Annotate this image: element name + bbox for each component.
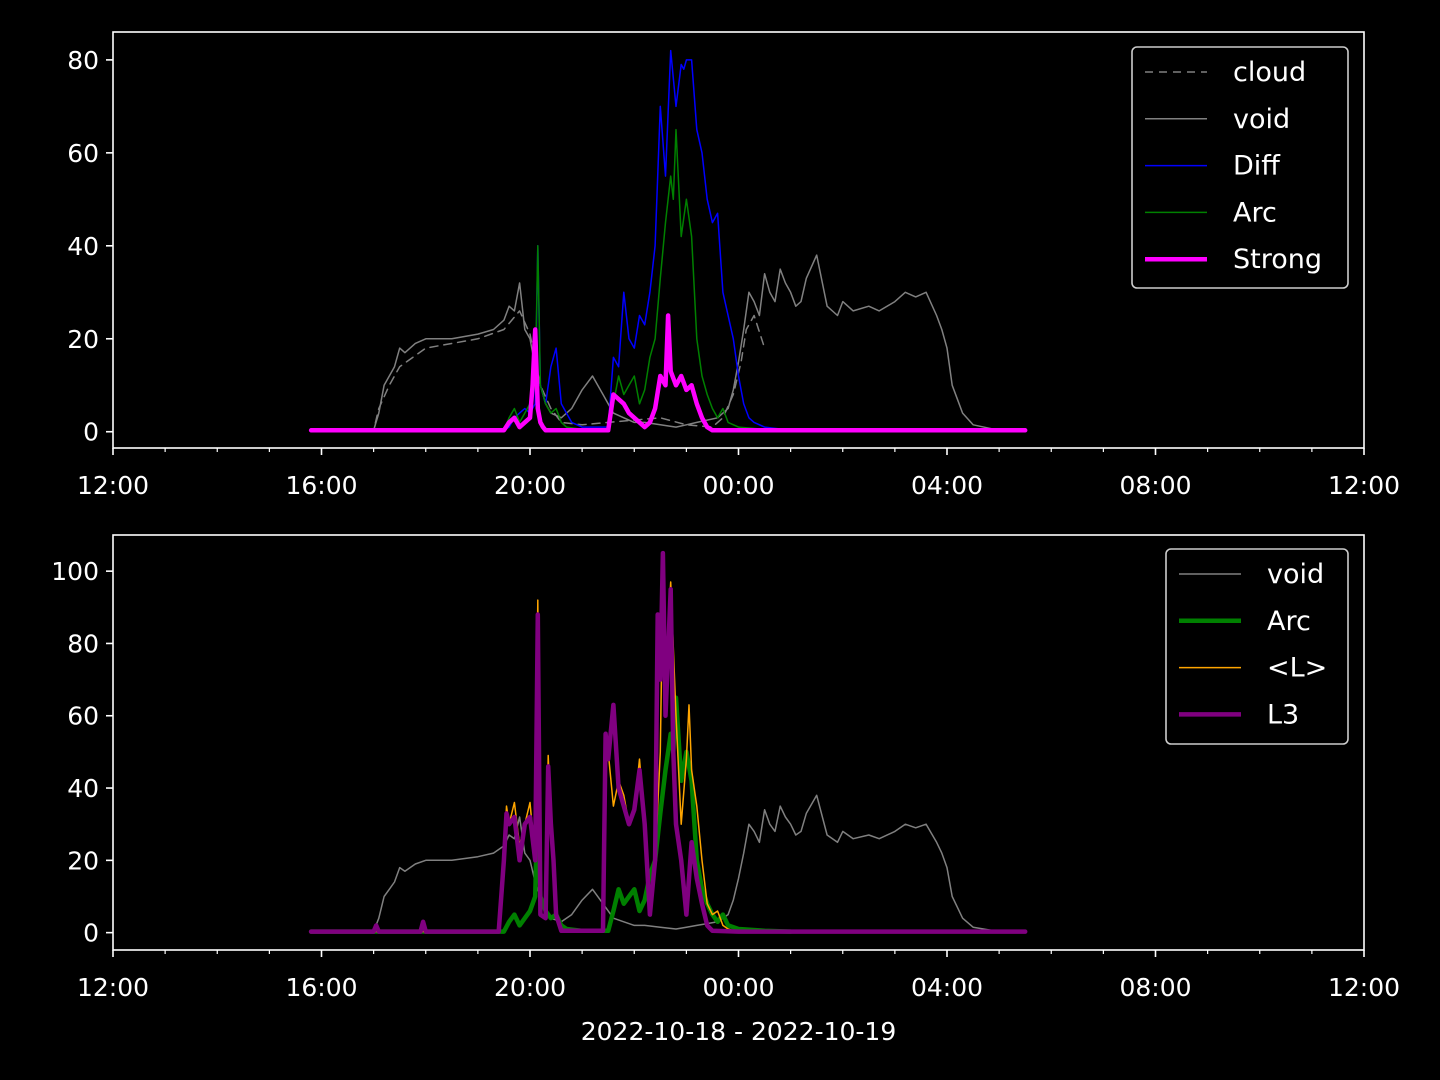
legend-box [1131, 46, 1349, 289]
series-line-0-4 [308, 313, 1028, 433]
top-axes: 0 20 40 60 80 12:00 16:00 20:00 00:00 04:00 08:00 1… [67, 31, 1400, 500]
series-line-1-0 [310, 794, 1026, 933]
y-tick-label: 60 [67, 139, 99, 168]
x-axis-label: 2022-10-18 - 2022-10-19 [581, 1017, 897, 1046]
y-tick-label: 20 [67, 325, 99, 354]
y-tick-label: 40 [67, 232, 99, 261]
legend-label: Diff [1233, 151, 1281, 182]
legend-label: cloud [1233, 57, 1306, 88]
legend-label: void [1233, 104, 1290, 135]
series-line-1-3 [308, 550, 1028, 934]
x-tick-label: 20:00 [494, 973, 566, 1002]
x-tick-label: 00:00 [702, 471, 774, 500]
y-tick-label: 80 [67, 629, 99, 658]
legend-box [1165, 548, 1349, 745]
y-tick-label: 20 [67, 846, 99, 875]
legend: void Arc <L> L3 [1165, 548, 1349, 745]
legend-label: Arc [1267, 606, 1311, 637]
series-line-0-0 [310, 310, 766, 432]
x-tick-label: 12:00 [77, 471, 149, 500]
y-tick-label: 0 [83, 919, 99, 948]
y-tick-label: 40 [67, 774, 99, 803]
x-tick-label: 00:00 [702, 973, 774, 1002]
legend-label: Strong [1233, 244, 1322, 275]
x-tick-label: 20:00 [494, 471, 566, 500]
x-tick-label: 04:00 [911, 973, 983, 1002]
legend-label: L3 [1267, 699, 1299, 730]
x-tick-label: 08:00 [1119, 471, 1191, 500]
y-tick-label: 60 [67, 702, 99, 731]
x-tick-label: 16:00 [285, 471, 357, 500]
bottom-axes: 0 20 40 60 80 100 12:00 16:00 20:00 00:00 04:00 08:… [51, 534, 1400, 1046]
x-tick-label: 12:00 [77, 973, 149, 1002]
y-tick-label: 100 [51, 557, 99, 586]
legend: cloud void Diff Arc Strong [1131, 46, 1349, 289]
legend-label: Arc [1233, 197, 1277, 228]
x-tick-label: 12:00 [1328, 973, 1400, 1002]
y-tick-label: 80 [67, 46, 99, 75]
x-tick-label: 12:00 [1328, 471, 1400, 500]
x-tick-label: 04:00 [911, 471, 983, 500]
legend-label: <L> [1267, 653, 1327, 684]
x-tick-label: 16:00 [285, 973, 357, 1002]
x-tick-label: 08:00 [1119, 973, 1191, 1002]
legend-label: void [1267, 559, 1324, 590]
y-tick-label: 0 [83, 418, 99, 447]
